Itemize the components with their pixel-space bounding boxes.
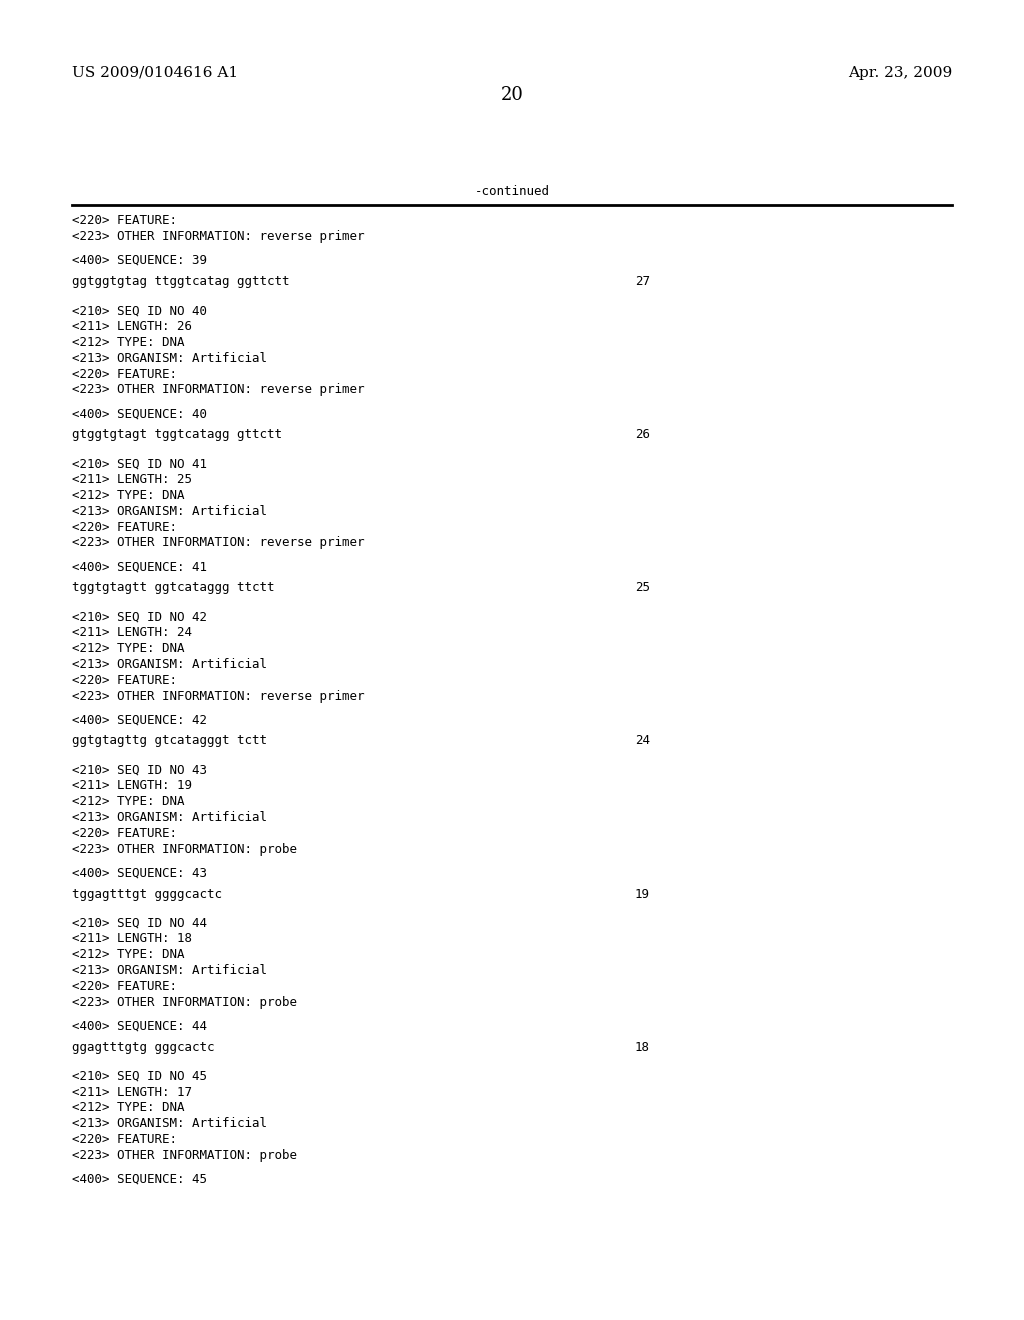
Text: <210> SEQ ID NO 40: <210> SEQ ID NO 40 (72, 304, 207, 317)
Text: <220> FEATURE:: <220> FEATURE: (72, 979, 177, 993)
Text: ggtggtgtag ttggtcatag ggttctt: ggtggtgtag ttggtcatag ggttctt (72, 275, 289, 288)
Text: <223> OTHER INFORMATION: probe: <223> OTHER INFORMATION: probe (72, 995, 297, 1008)
Text: <213> ORGANISM: Artificial: <213> ORGANISM: Artificial (72, 657, 266, 671)
Text: <212> TYPE: DNA: <212> TYPE: DNA (72, 642, 184, 655)
Text: <213> ORGANISM: Artificial: <213> ORGANISM: Artificial (72, 351, 266, 364)
Text: 20: 20 (501, 86, 523, 104)
Text: <213> ORGANISM: Artificial: <213> ORGANISM: Artificial (72, 504, 266, 517)
Text: <220> FEATURE:: <220> FEATURE: (72, 673, 177, 686)
Text: <220> FEATURE:: <220> FEATURE: (72, 826, 177, 840)
Text: <400> SEQUENCE: 43: <400> SEQUENCE: 43 (72, 866, 207, 879)
Text: <213> ORGANISM: Artificial: <213> ORGANISM: Artificial (72, 1117, 266, 1130)
Text: <400> SEQUENCE: 45: <400> SEQUENCE: 45 (72, 1172, 207, 1185)
Text: 25: 25 (635, 581, 650, 594)
Text: <211> LENGTH: 24: <211> LENGTH: 24 (72, 626, 191, 639)
Text: <220> FEATURE:: <220> FEATURE: (72, 520, 177, 533)
Text: <212> TYPE: DNA: <212> TYPE: DNA (72, 795, 184, 808)
Text: <212> TYPE: DNA: <212> TYPE: DNA (72, 488, 184, 502)
Text: Apr. 23, 2009: Apr. 23, 2009 (848, 66, 952, 79)
Text: -continued: -continued (474, 185, 550, 198)
Text: <213> ORGANISM: Artificial: <213> ORGANISM: Artificial (72, 964, 266, 977)
Text: 19: 19 (635, 887, 650, 900)
Text: <210> SEQ ID NO 41: <210> SEQ ID NO 41 (72, 457, 207, 470)
Text: <223> OTHER INFORMATION: reverse primer: <223> OTHER INFORMATION: reverse primer (72, 383, 365, 396)
Text: <212> TYPE: DNA: <212> TYPE: DNA (72, 335, 184, 348)
Text: <223> OTHER INFORMATION: probe: <223> OTHER INFORMATION: probe (72, 842, 297, 855)
Text: <211> LENGTH: 18: <211> LENGTH: 18 (72, 932, 191, 945)
Text: 24: 24 (635, 734, 650, 747)
Text: <213> ORGANISM: Artificial: <213> ORGANISM: Artificial (72, 810, 266, 824)
Text: <210> SEQ ID NO 45: <210> SEQ ID NO 45 (72, 1069, 207, 1082)
Text: <211> LENGTH: 26: <211> LENGTH: 26 (72, 319, 191, 333)
Text: <212> TYPE: DNA: <212> TYPE: DNA (72, 1101, 184, 1114)
Text: 26: 26 (635, 428, 650, 441)
Text: <223> OTHER INFORMATION: reverse primer: <223> OTHER INFORMATION: reverse primer (72, 689, 365, 702)
Text: <220> FEATURE:: <220> FEATURE: (72, 367, 177, 380)
Text: tggtgtagtt ggtcataggg ttctt: tggtgtagtt ggtcataggg ttctt (72, 581, 274, 594)
Text: <223> OTHER INFORMATION: probe: <223> OTHER INFORMATION: probe (72, 1148, 297, 1162)
Text: <212> TYPE: DNA: <212> TYPE: DNA (72, 948, 184, 961)
Text: <211> LENGTH: 19: <211> LENGTH: 19 (72, 779, 191, 792)
Text: <210> SEQ ID NO 42: <210> SEQ ID NO 42 (72, 610, 207, 623)
Text: US 2009/0104616 A1: US 2009/0104616 A1 (72, 66, 238, 79)
Text: <400> SEQUENCE: 39: <400> SEQUENCE: 39 (72, 253, 207, 267)
Text: <400> SEQUENCE: 44: <400> SEQUENCE: 44 (72, 1019, 207, 1032)
Text: gtggtgtagt tggtcatagg gttctt: gtggtgtagt tggtcatagg gttctt (72, 428, 282, 441)
Text: 18: 18 (635, 1040, 650, 1053)
Text: <220> FEATURE:: <220> FEATURE: (72, 214, 177, 227)
Text: <220> FEATURE:: <220> FEATURE: (72, 1133, 177, 1146)
Text: ggagtttgtg gggcactc: ggagtttgtg gggcactc (72, 1040, 214, 1053)
Text: <400> SEQUENCE: 42: <400> SEQUENCE: 42 (72, 713, 207, 726)
Text: <211> LENGTH: 17: <211> LENGTH: 17 (72, 1085, 191, 1098)
Text: tggagtttgt ggggcactc: tggagtttgt ggggcactc (72, 887, 221, 900)
Text: <400> SEQUENCE: 41: <400> SEQUENCE: 41 (72, 560, 207, 573)
Text: <400> SEQUENCE: 40: <400> SEQUENCE: 40 (72, 407, 207, 420)
Text: <210> SEQ ID NO 43: <210> SEQ ID NO 43 (72, 763, 207, 776)
Text: <210> SEQ ID NO 44: <210> SEQ ID NO 44 (72, 916, 207, 929)
Text: <223> OTHER INFORMATION: reverse primer: <223> OTHER INFORMATION: reverse primer (72, 536, 365, 549)
Text: 27: 27 (635, 275, 650, 288)
Text: ggtgtagttg gtcatagggt tctt: ggtgtagttg gtcatagggt tctt (72, 734, 266, 747)
Text: <211> LENGTH: 25: <211> LENGTH: 25 (72, 473, 191, 486)
Text: <223> OTHER INFORMATION: reverse primer: <223> OTHER INFORMATION: reverse primer (72, 230, 365, 243)
